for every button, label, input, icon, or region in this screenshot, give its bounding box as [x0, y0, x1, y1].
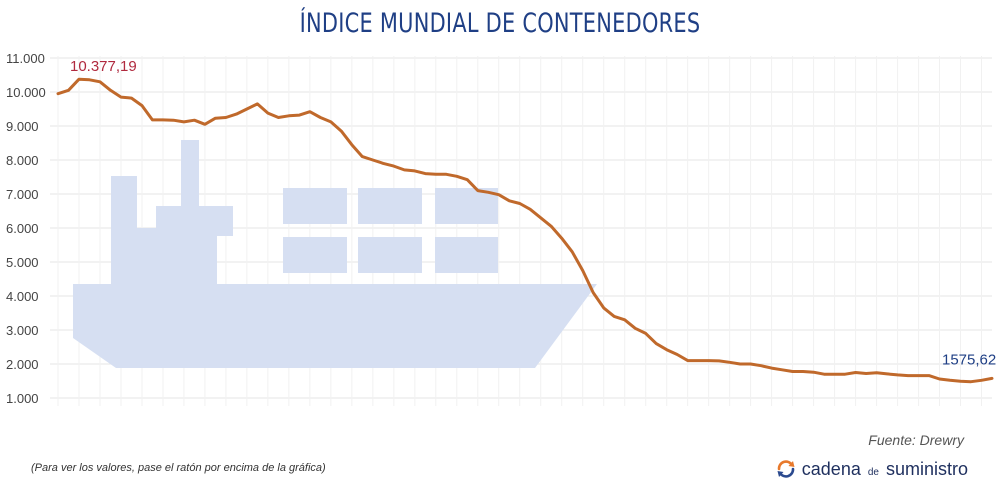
ship-container: [283, 188, 347, 224]
y-tick-label: 7.000: [6, 187, 39, 202]
ship-container: [358, 188, 422, 224]
y-tick-label: 10.000: [6, 85, 46, 100]
y-axis: 1.000 2.000 3.000 4.000 5.000 6.000 7.000 8.000…: [6, 51, 46, 406]
chart-title: ÍNDICE MUNDIAL DE CONTENEDORES: [299, 8, 701, 39]
series-line-layer[interactable]: [56, 77, 994, 384]
max-value-label: 10.377,19: [70, 58, 137, 75]
ship-container: [283, 237, 347, 273]
brand-logo[interactable]: cadena de suministro: [776, 456, 968, 482]
ship-hull: [73, 284, 597, 368]
series-line[interactable]: [56, 77, 994, 384]
y-tick-label: 4.000: [6, 289, 39, 304]
y-tick-label: 6.000: [6, 221, 39, 236]
y-tick-label: 2.000: [6, 357, 39, 372]
annotations: 10.377,19 1575,62: [70, 58, 996, 368]
y-tick-label: 1.000: [6, 391, 39, 406]
y-tick-label: 11.000: [6, 51, 45, 66]
brand-refresh-icon: [777, 460, 795, 478]
y-tick-label: 5.000: [6, 255, 39, 270]
ship-container: [435, 237, 498, 273]
source-note: Fuente: Drewry: [868, 432, 964, 448]
ship-bridge-base: [111, 228, 217, 284]
ship-chimney: [181, 140, 199, 208]
last-value-label: 1575,62: [942, 351, 996, 368]
ship-bridge: [156, 206, 233, 236]
y-tick-label: 3.000: [6, 323, 39, 338]
ship-illustration: [73, 140, 597, 368]
ship-container: [358, 237, 422, 273]
ship-container: [435, 188, 498, 224]
brand-word-2: de: [867, 466, 879, 478]
brand-word-1: cadena: [801, 458, 861, 479]
y-tick-label: 9.000: [6, 119, 39, 134]
brand-word-3: suministro: [885, 458, 968, 479]
y-tick-label: 8.000: [6, 153, 39, 168]
hover-hint: (Para ver los valores, pase el ratón por…: [31, 462, 326, 474]
